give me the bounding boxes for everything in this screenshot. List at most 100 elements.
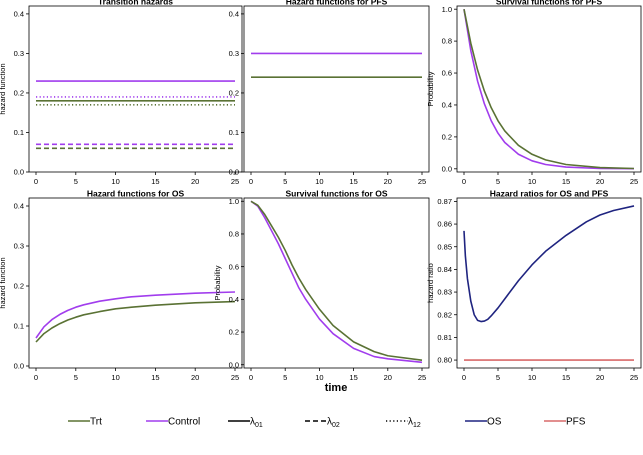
y-tick-label: 1.0 <box>229 197 239 206</box>
x-tick-label: 15 <box>349 373 357 382</box>
legend-label: λ12 <box>408 417 421 430</box>
x-tick-label: 25 <box>630 373 638 382</box>
y-tick-label: 0.4 <box>442 101 452 110</box>
legend-item: Trt <box>68 417 102 428</box>
x-tick-label: 20 <box>384 373 392 382</box>
y-tick-label: 0.81 <box>437 333 452 342</box>
panel-title: Survival functions for PFS <box>496 0 603 7</box>
x-tick-label: 25 <box>418 373 426 382</box>
x-tick-label: 25 <box>630 177 638 186</box>
x-tick-label: 10 <box>111 177 119 186</box>
series-line-control <box>35 291 236 339</box>
panel-title: Hazard functions for OS <box>87 189 185 199</box>
x-tick-label: 5 <box>283 373 287 382</box>
y-tick-label: 0.6 <box>442 69 452 78</box>
x-tick-label: 15 <box>349 177 357 186</box>
plot-frame <box>243 5 430 173</box>
panel-title: Transition hazards <box>98 0 173 7</box>
series-line-control <box>463 9 635 170</box>
x-tick-label: 15 <box>151 177 159 186</box>
y-tick-label: 0.0 <box>229 168 239 177</box>
y-tick-label: 0.87 <box>437 197 452 206</box>
legend-label: λ02 <box>327 417 340 430</box>
y-tick-label: 1.0 <box>442 5 452 14</box>
x-tick-label: 20 <box>596 177 604 186</box>
y-tick-label: 0.2 <box>229 89 239 98</box>
x-tick-label: 5 <box>74 373 78 382</box>
y-tick-label: 0.6 <box>229 262 239 271</box>
panel-title: Hazard ratios for OS and PFS <box>490 189 609 199</box>
x-tick-label: 25 <box>418 177 426 186</box>
x-tick-label: 10 <box>528 373 536 382</box>
legend-item: OS <box>465 417 502 428</box>
y-tick-label: 0.2 <box>14 282 24 291</box>
legend-item: λ01 <box>228 417 263 430</box>
x-tick-label: 20 <box>596 373 604 382</box>
plot-frame <box>28 197 243 369</box>
y-tick-label: 0.85 <box>437 242 452 251</box>
x-tick-label: 10 <box>315 373 323 382</box>
series-line-trt <box>35 300 236 343</box>
chart-panel-6: Hazard ratios for OS and PFS 0 5 10 15 20 25 0.… <box>426 189 642 382</box>
x-tick-label: 25 <box>231 177 239 186</box>
x-tick-label: 0 <box>34 177 38 186</box>
y-tick-label: 0.4 <box>229 295 239 304</box>
y-tick-label: 0.2 <box>442 132 452 141</box>
panel-title: Hazard functions for PFS <box>286 0 388 7</box>
y-tick-label: 0.8 <box>229 230 239 239</box>
x-tick-label: 15 <box>151 373 159 382</box>
x-tick-label: 10 <box>315 177 323 186</box>
y-tick-label: 0.83 <box>437 288 452 297</box>
legend-item: λ12 <box>386 417 421 430</box>
y-tick-label: 0.3 <box>229 49 239 58</box>
y-tick-label: 0.1 <box>14 128 24 137</box>
legend-label: PFS <box>566 417 586 428</box>
y-tick-label: 0.82 <box>437 310 452 319</box>
x-tick-label: 15 <box>562 177 570 186</box>
y-tick-label: 0.80 <box>437 356 452 365</box>
y-tick-label: 0.0 <box>229 360 239 369</box>
x-tick-label: 20 <box>191 373 199 382</box>
x-axis-label: time <box>325 382 348 394</box>
legend: Trt Control λ01 λ02 λ12 OS PFS <box>68 417 586 430</box>
y-tick-label: 0.84 <box>437 265 452 274</box>
plot-frame <box>243 197 430 369</box>
legend-label: λ01 <box>250 417 263 430</box>
legend-subscript: 12 <box>413 422 421 429</box>
series-line-os <box>463 205 635 323</box>
y-tick-label: 0.0 <box>14 362 24 371</box>
x-tick-label: 5 <box>496 373 500 382</box>
legend-label: OS <box>487 417 502 428</box>
y-axis-label: hazard ratio <box>426 263 435 303</box>
series-line-trt <box>463 9 635 170</box>
y-tick-label: 0.3 <box>14 49 24 58</box>
y-tick-label: 0.4 <box>14 202 24 211</box>
y-axis-label: hazard function <box>0 257 7 308</box>
y-tick-label: 0.4 <box>229 10 239 19</box>
x-tick-label: 25 <box>231 373 239 382</box>
chart-panel-3: Survival functions for PFS 0 5 10 15 20 25 0.0 0… <box>426 0 642 186</box>
y-axis-label: Probability <box>426 71 435 106</box>
y-tick-label: 0.0 <box>14 168 24 177</box>
x-tick-label: 5 <box>74 177 78 186</box>
panel-title: Survival functions for OS <box>285 189 387 199</box>
x-tick-label: 20 <box>384 177 392 186</box>
x-tick-label: 15 <box>562 373 570 382</box>
y-axis-label: Probability <box>213 265 222 300</box>
legend-item: PFS <box>544 417 586 428</box>
legend-subscript: 02 <box>332 422 340 429</box>
chart-panel-4: Hazard functions for OS 0 5 10 15 20 25 0.0 0.1 0… <box>0 189 243 382</box>
series-line-trt <box>250 200 423 361</box>
legend-subscript: 01 <box>255 422 263 429</box>
legend-item: Control <box>146 417 200 428</box>
x-tick-label: 20 <box>191 177 199 186</box>
x-tick-label: 5 <box>496 177 500 186</box>
y-axis-label: hazard function <box>0 63 7 114</box>
x-tick-label: 0 <box>462 177 466 186</box>
plot-frame <box>28 5 243 173</box>
legend-item: λ02 <box>305 417 340 430</box>
x-tick-label: 10 <box>111 373 119 382</box>
